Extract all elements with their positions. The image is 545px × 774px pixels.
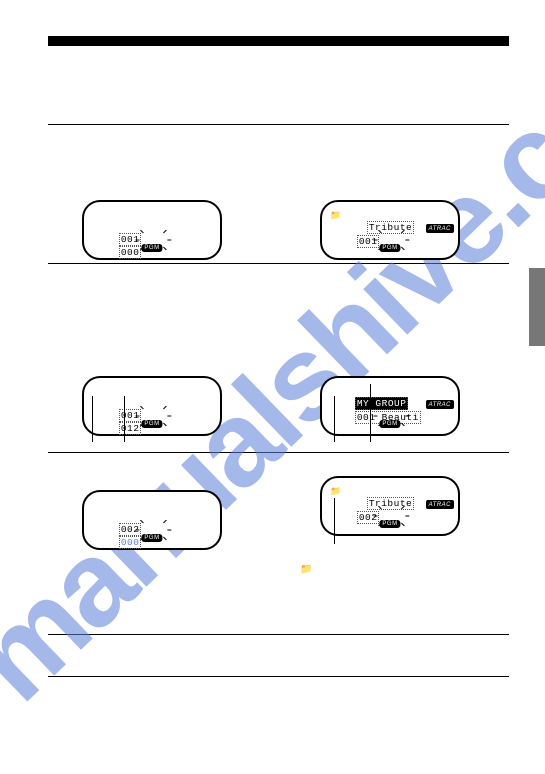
lcd-display: 001 000 PGM (82, 200, 222, 260)
pgm-label: PGM (379, 244, 400, 252)
pgm-indicator: PGM (379, 236, 400, 254)
divider (48, 452, 509, 453)
lcd-display: 📁 Tribute 001 ATRAC PGM (320, 200, 460, 260)
pgm-indicator: PGM (141, 412, 162, 430)
pgm-label: PGM (379, 420, 400, 428)
lcd-display: 002 000 PGM (82, 490, 222, 550)
pointer-line (334, 396, 335, 442)
section-top-bar (48, 36, 509, 46)
lcd-display: MY GROUP 001 Beauti ATRAC PGM (320, 376, 460, 436)
pointer-line (370, 384, 371, 442)
pointer-line (124, 396, 125, 442)
divider (48, 676, 509, 677)
atrac-badge: ATRAC (426, 500, 454, 509)
folder-icon: 📁 (300, 564, 312, 575)
pgm-label: PGM (141, 244, 162, 252)
pointer-line (334, 498, 335, 544)
pgm-label: PGM (379, 520, 400, 528)
atrac-badge: ATRAC (426, 400, 454, 409)
pgm-indicator: PGM (379, 412, 400, 430)
atrac-badge: ATRAC (426, 224, 454, 233)
lcd-display: 📁 Tribute 002 ATRAC PGM (320, 476, 460, 536)
pgm-indicator: PGM (141, 526, 162, 544)
pgm-indicator: PGM (379, 512, 400, 530)
pgm-label: PGM (141, 534, 162, 542)
side-tab (529, 268, 545, 346)
pointer-line (92, 396, 93, 442)
divider (48, 634, 509, 635)
watermark-text: manualshive.com (0, 0, 545, 728)
folder-icon: 📁 (330, 486, 341, 497)
pgm-indicator: PGM (141, 236, 162, 254)
folder-icon: 📁 (330, 210, 341, 221)
pgm-label: PGM (141, 420, 162, 428)
lcd-display: 001 012 PGM (82, 376, 222, 436)
divider (48, 124, 509, 125)
